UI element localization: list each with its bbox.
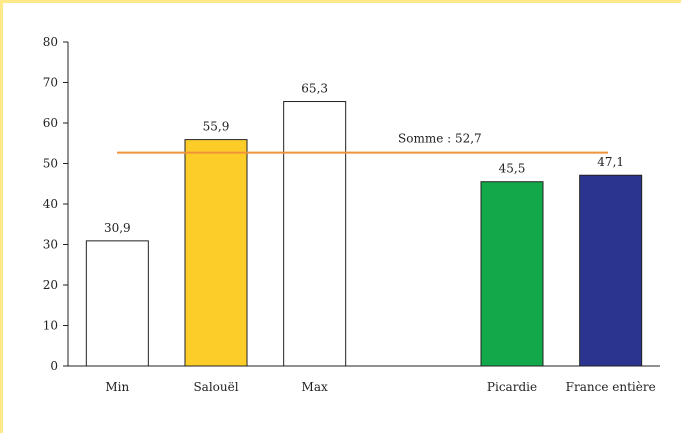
y-tick-label: 30 [43, 238, 58, 252]
bar [85, 240, 149, 367]
y-tick-label: 50 [43, 157, 58, 171]
y-tick-label: 80 [43, 35, 58, 49]
y-tick-label: 70 [43, 76, 58, 90]
data-label: 55,9 [203, 120, 230, 134]
x-tick-label: Salouël [193, 380, 238, 394]
reference-line-label: Somme : 52,7 [398, 132, 482, 146]
y-tick-label: 20 [43, 278, 58, 292]
x-tick-label: France entière [566, 380, 656, 394]
reference-line-group: Somme : 52,7 [117, 132, 608, 154]
y-tick-label: 60 [43, 116, 58, 130]
x-tick-label: Min [105, 380, 129, 394]
x-tick-label: Picardie [487, 380, 537, 394]
data-labels: 30,9 55,9 65,3 45,5 47,1 [104, 82, 624, 235]
data-label: 30,9 [104, 221, 131, 235]
axes: 0 10 20 30 40 50 60 70 80 Min Salouël Max Picardie Fr… [43, 35, 660, 394]
y-tick-label: 0 [50, 359, 58, 373]
y-tick-label: 40 [43, 197, 58, 211]
data-label: 47,1 [597, 155, 624, 169]
data-label: 45,5 [499, 162, 526, 176]
bar [480, 181, 544, 367]
bar [184, 139, 248, 367]
bar [579, 174, 643, 367]
y-tick-label: 10 [43, 319, 58, 333]
bar [283, 101, 347, 367]
x-tick-label: Max [302, 380, 328, 394]
data-label: 65,3 [301, 82, 328, 96]
bars [85, 101, 643, 367]
